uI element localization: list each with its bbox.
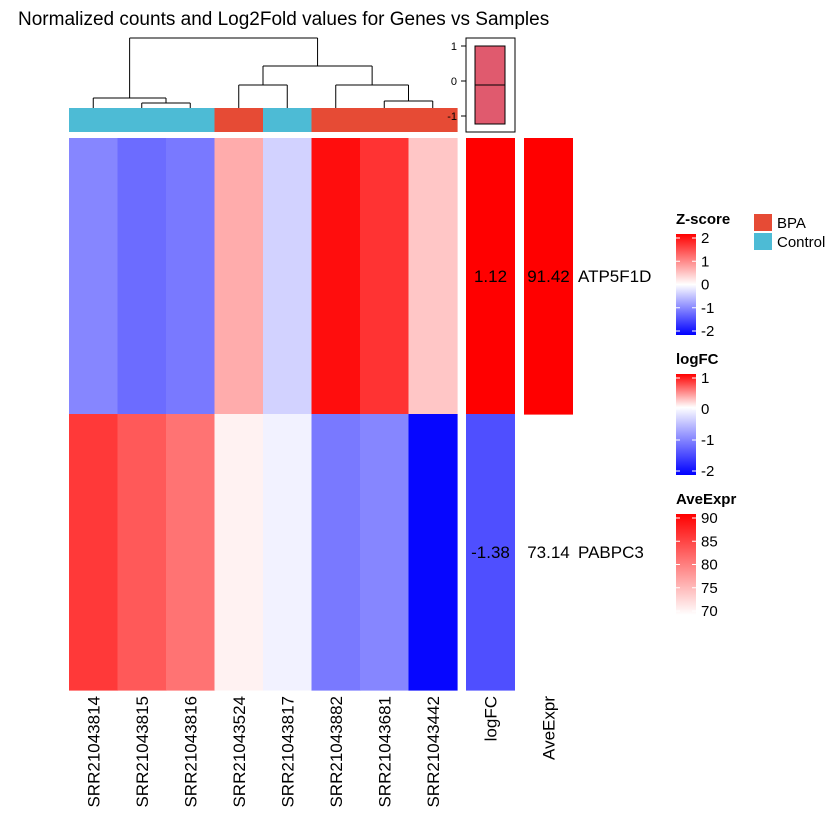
logfc-legend-tick-label: -2 [701, 463, 714, 480]
annotation-cell-control [69, 108, 119, 132]
boxplot-frame [465, 37, 516, 133]
heatmap-cell [408, 138, 458, 415]
annotation-cell-control [166, 108, 216, 132]
logfc-legend-bar [676, 374, 696, 475]
zscore-legend-tick-label: -1 [701, 300, 714, 317]
logfc-legend-tick-label: 0 [701, 401, 709, 418]
aveexpr-value-label: 91.42 [527, 267, 570, 286]
heatmap-cell [166, 138, 216, 415]
sample-label: SRR21043816 [181, 696, 200, 808]
logfc-cell [466, 414, 515, 691]
zscore-legend-bar [676, 234, 696, 335]
sample-label: SRR21043817 [278, 696, 297, 808]
zscore-legend-tick-label: 1 [701, 253, 709, 270]
stat-columns: 1.12 -1.38 91.42 73.14 [466, 138, 573, 691]
sample-label: SRR21043524 [230, 696, 249, 808]
sample-label: SRR21043442 [424, 696, 443, 808]
gene-label: PABPC3 [578, 543, 644, 562]
aveexpr-legend-tick-label: 90 [701, 510, 718, 527]
logfc-legend-tick-label: -1 [701, 432, 714, 449]
heatmap-cell [117, 138, 167, 415]
annotation-cell-control [263, 108, 313, 132]
legends: Z-score 2 1 0 -1 -2 logFC 1 0 -1 -2 AveExpr 90 85 80 75… [676, 211, 825, 620]
boxplot-tick-label: -1 [447, 111, 457, 123]
sample-label: SRR21043882 [327, 696, 346, 808]
zscore-legend-title: Z-score [676, 211, 730, 228]
heatmap-cell [311, 414, 361, 691]
sample-label: SRR21043814 [84, 696, 103, 808]
sample-label: SRR21043681 [375, 696, 394, 808]
aveexpr-legend-tick-label: 85 [701, 533, 718, 550]
group-legend-swatch [754, 233, 772, 250]
aveexpr-legend-title: AveExpr [676, 491, 736, 508]
heatmap-cell [263, 138, 313, 415]
heatmap-cell [408, 414, 458, 691]
chart-title: Normalized counts and Log2Fold values fo… [18, 9, 549, 30]
heatmap-cell [360, 414, 410, 691]
group-legend-label: BPA [777, 215, 806, 232]
stat-column-label: logFC [482, 696, 501, 741]
aveexpr-value-label: 73.14 [527, 543, 570, 562]
heatmap-cell [263, 414, 313, 691]
group-legend-label: Control [777, 234, 825, 251]
annotation-cell-bpa [360, 108, 410, 132]
logfc-cell [466, 138, 515, 415]
gene-label: ATP5F1D [578, 267, 651, 286]
zscore-legend-tick-label: 0 [701, 277, 709, 294]
annotation-cell-bpa [311, 108, 361, 132]
aveexpr-legend-tick-label: 75 [701, 580, 718, 597]
heatmap-cell [69, 414, 119, 691]
heatmap-cells [69, 138, 458, 691]
group-legend-swatch [754, 214, 772, 231]
heatmap-cell [214, 414, 264, 691]
heatmap-cell [311, 138, 361, 415]
zscore-legend-tick-label: -2 [701, 323, 714, 340]
axis-labels: ATP5F1D PABPC3 SRR21043814 SRR21043815 SRR21… [84, 267, 651, 808]
group-annotation-bar [69, 108, 458, 132]
annotation-cell-control [117, 108, 167, 132]
logfc-legend-tick-label: 1 [701, 370, 709, 387]
zscore-boxplot: 1 0 -1 [447, 37, 516, 133]
stat-column-label: AveExpr [540, 696, 559, 760]
boxplot-tick-label: 1 [451, 41, 457, 53]
aveexpr-legend-tick-label: 80 [701, 557, 718, 574]
aveexpr-cell [524, 138, 573, 415]
zscore-legend-tick-label: 2 [701, 230, 709, 247]
heatmap-cell [166, 414, 216, 691]
sample-dendrogram [92, 37, 434, 108]
annotation-cell-bpa [408, 108, 458, 132]
aveexpr-legend-bar [676, 514, 696, 615]
logfc-value-label: 1.12 [474, 267, 507, 286]
annotation-cell-bpa [214, 108, 264, 132]
aveexpr-legend-tick-label: 70 [701, 603, 718, 620]
heatmap-cell [360, 138, 410, 415]
logfc-value-label: -1.38 [471, 543, 510, 562]
heatmap-cell [69, 138, 119, 415]
sample-label: SRR21043815 [133, 696, 152, 808]
heatmap-cell [214, 138, 264, 415]
heatmap-cell [117, 414, 167, 691]
logfc-legend-title: logFC [676, 351, 719, 368]
boxplot-tick-label: 0 [451, 76, 457, 88]
